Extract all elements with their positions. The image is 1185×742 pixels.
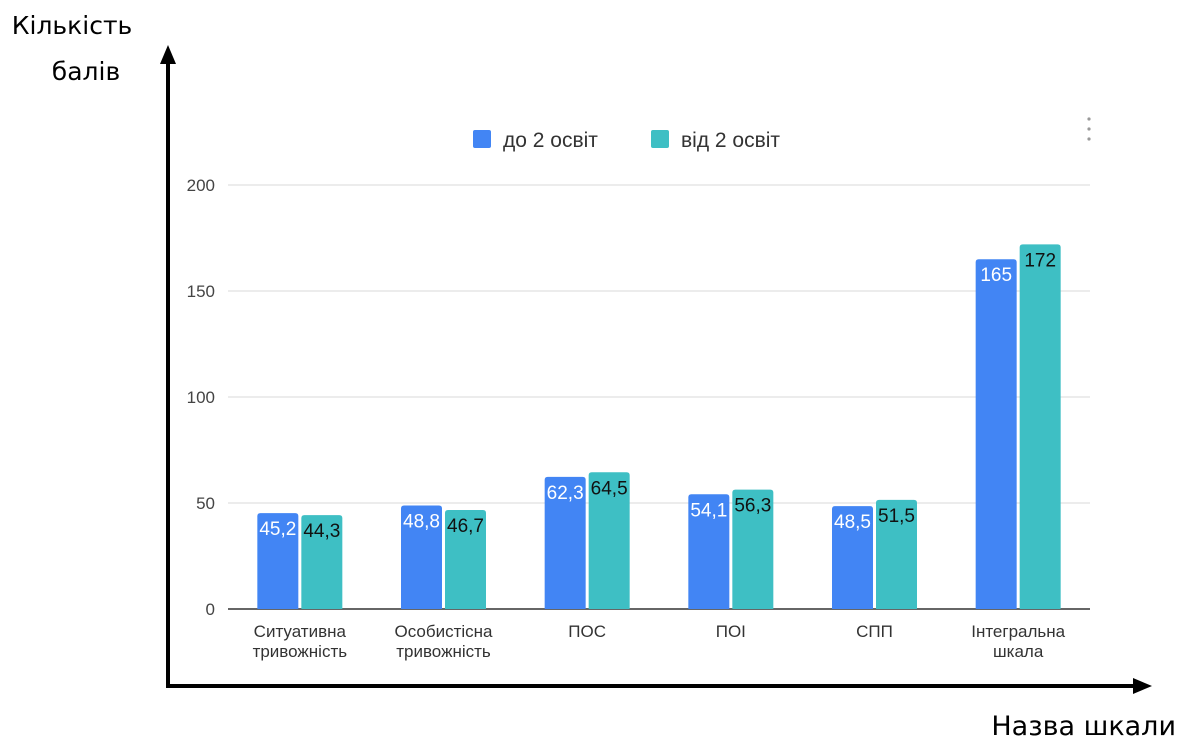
data-label-series-2-cat-5: 51,5: [878, 506, 915, 527]
more-options-icon[interactable]: [1087, 117, 1091, 141]
y-tick-labels: 0 50 100 150 200: [187, 176, 215, 619]
bar-series-2-cat-1: [301, 515, 343, 609]
x-category-label: Ситуативна тривожність: [253, 622, 348, 661]
bar-series-2-cat-6: [1019, 244, 1061, 610]
bars: [257, 244, 1061, 610]
data-label-series-2-cat-6: 172: [1024, 250, 1056, 271]
data-labels: 45,2 44,3 48,8 46,7 62,3 64,5 54,1 56,3 48,5 51,5…: [259, 250, 1056, 542]
x-category-label: ПОС: [568, 622, 606, 641]
x-category-labels: Ситуативна тривожність Особистісна тривожні…: [253, 622, 1066, 661]
data-label-series-1-cat-2: 48,8: [403, 512, 440, 533]
y-axis-title-line-1: Кількість: [12, 11, 133, 40]
bar-series-2-cat-2: [445, 509, 486, 609]
x-axis-arrowhead: [1133, 678, 1152, 694]
bar-series-1-cat-1: [257, 513, 299, 609]
y-tick-label: 0: [206, 600, 215, 619]
data-label-series-2-cat-1: 44,3: [303, 521, 340, 542]
data-label-series-2-cat-2: 46,7: [447, 516, 484, 537]
y-axis-title-line-2: балів: [52, 57, 120, 86]
x-category-label: СПП: [856, 622, 893, 641]
x-category-label: Особистісна тривожність: [394, 622, 493, 661]
legend-label-series-2: від 2 освіт: [681, 129, 780, 152]
bar-series-1-cat-5: [832, 506, 873, 609]
y-tick-label: 200: [187, 176, 215, 195]
y-tick-label: 50: [196, 494, 215, 513]
y-tick-label: 150: [187, 282, 215, 301]
data-label-series-1-cat-4: 54,1: [690, 500, 727, 521]
legend-swatch-series-1: [473, 130, 491, 148]
legend-swatch-series-2: [651, 130, 669, 148]
data-label-series-2-cat-4: 56,3: [734, 496, 771, 517]
data-label-series-1-cat-6: 165: [980, 265, 1012, 286]
data-label-series-1-cat-3: 62,3: [547, 483, 584, 504]
legend-label-series-1: до 2 освіт: [503, 129, 598, 152]
data-label-series-2-cat-3: 64,5: [591, 478, 628, 499]
bar-series-1-cat-4: [688, 494, 730, 609]
y-tick-label: 100: [187, 388, 215, 407]
x-category-label: ПОІ: [716, 622, 746, 641]
bar-series-1-cat-6: [975, 259, 1017, 609]
legend: до 2 освіт від 2 освіт: [473, 129, 780, 152]
x-category-label: Інтегральна шкала: [971, 622, 1065, 661]
bar-series-2-cat-3: [588, 472, 630, 609]
y-axis-arrowhead: [160, 45, 176, 64]
bar-series-1-cat-3: [544, 476, 586, 609]
gridlines: [228, 184, 1090, 610]
bar-series-2-cat-5: [876, 499, 917, 609]
bar-series-1-cat-2: [401, 505, 442, 609]
bar-series-2-cat-4: [732, 489, 774, 609]
data-label-series-1-cat-1: 45,2: [259, 519, 296, 540]
data-label-series-1-cat-5: 48,5: [834, 512, 871, 533]
x-axis-title: Назва шкали: [991, 711, 1176, 742]
